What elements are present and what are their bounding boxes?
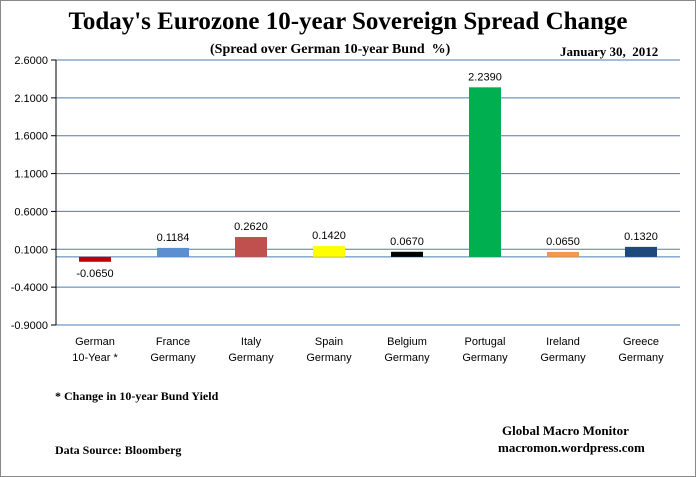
y-tick-label: 1.6000: [14, 131, 48, 143]
bar: [547, 251, 579, 257]
gridlines: [56, 59, 680, 326]
x-tick-label: Portugal: [465, 336, 506, 348]
data-label: 0.1184: [157, 232, 190, 244]
brand-url: macromon.wordpress.com: [498, 440, 645, 455]
bar: [235, 237, 267, 257]
y-tick-label: 0.6000: [14, 206, 48, 218]
data-label: 0.1320: [624, 231, 658, 243]
bar: [469, 87, 501, 257]
data-labels: -0.0650 0.1184 0.2620 0.1420 0.0670 2.2390 0.0…: [76, 71, 657, 279]
x-tick-label: Germany: [150, 352, 196, 364]
x-tick-label: Ireland: [546, 336, 580, 348]
chart-subtitle: (Spread over German 10-year Bund %): [210, 42, 451, 57]
x-tick-label: Germany: [540, 352, 586, 364]
x-tick-label: Germany: [618, 352, 664, 364]
bars: [79, 87, 657, 262]
bar: [625, 246, 657, 257]
x-tick-label: German: [75, 336, 115, 348]
bar: [157, 247, 189, 257]
x-tick-label: France: [156, 336, 190, 348]
chart-title: Today's Eurozone 10-year Sovereign Sprea…: [68, 8, 628, 35]
x-axis-labels: German 10-Year * France Germany Italy Germany…: [72, 336, 664, 364]
data-source: Data Source: Bloomberg: [55, 443, 182, 457]
x-tick-label: Spain: [315, 336, 343, 348]
y-tick-label: -0.4000: [11, 282, 48, 294]
bar: [313, 246, 345, 257]
y-tick-label: 2.6000: [14, 55, 48, 67]
x-tick-label: Germany: [384, 352, 430, 364]
data-label: 2.2390: [468, 71, 502, 83]
y-tick-label: -0.9000: [11, 320, 48, 332]
data-label: 0.0650: [546, 236, 580, 248]
data-label: 0.0670: [390, 236, 424, 248]
x-tick-label: 10-Year *: [72, 352, 118, 364]
y-axis-ticks: 2.6000 2.1000 1.6000 1.1000 0.6000 0.1000 -0.4…: [11, 55, 57, 332]
x-tick-label: Germany: [462, 352, 508, 364]
x-tick-label: Italy: [241, 336, 262, 348]
date-label: January 30, 2012: [560, 44, 659, 59]
x-tick-label: Greece: [623, 336, 659, 348]
x-tick-label: Belgium: [387, 336, 427, 348]
x-tick-label: Germany: [228, 352, 274, 364]
brand-name: Global Macro Monitor: [502, 423, 629, 438]
data-label: 0.2620: [234, 221, 268, 233]
bar: [79, 256, 111, 262]
y-tick-label: 2.1000: [14, 93, 48, 105]
footnote: * Change in 10-year Bund Yield: [55, 389, 219, 403]
y-tick-label: 1.1000: [14, 169, 48, 181]
bar: [391, 251, 423, 257]
data-label: 0.1420: [312, 230, 346, 242]
y-tick-label: 0.1000: [14, 244, 48, 256]
data-label: -0.0650: [76, 268, 113, 280]
x-tick-label: Germany: [306, 352, 352, 364]
